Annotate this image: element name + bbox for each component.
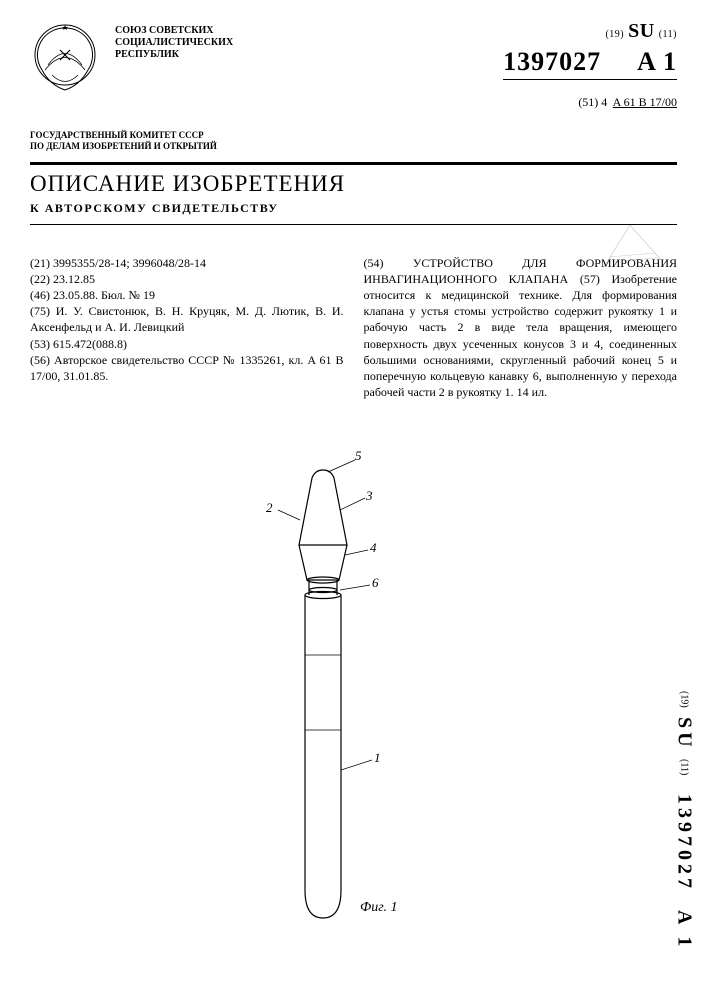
- abstract-57: (57) Изобретение относится к медицинской…: [364, 272, 678, 399]
- spine-number: (19) SU (11) 1397027 A 1: [669, 500, 699, 950]
- doc-subtitle: К АВТОРСКОМУ СВИДЕТЕЛЬСТВУ: [30, 201, 677, 216]
- callout-6: 6: [372, 575, 379, 591]
- biblio-53: (53) 615.472(088.8): [30, 336, 344, 352]
- biblio-56: (56) Авторское свидетельство СССР № 1335…: [30, 352, 344, 384]
- biblio-22: (22) 23.12.85: [30, 271, 344, 287]
- header-row: СОЮЗ СОВЕТСКИХ СОЦИАЛИСТИЧЕСКИХ РЕСПУБЛИ…: [30, 20, 677, 110]
- ipc-class: (51) 4 A 61 B 17/00: [503, 95, 677, 110]
- committee-label: ГОСУДАРСТВЕННЫЙ КОМИТЕТ СССР ПО ДЕЛАМ ИЗ…: [30, 130, 677, 152]
- biblio-75: (75) И. У. Свистонюк, В. Н. Круцяк, М. Д…: [30, 303, 344, 335]
- doc-title: ОПИСАНИЕ ИЗОБРЕТЕНИЯ: [30, 171, 677, 197]
- callout-4: 4: [370, 540, 377, 556]
- biblio-21: (21) 3995355/28-14; 3996048/28-14: [30, 255, 344, 271]
- callout-2: 2: [266, 500, 273, 516]
- publication-number-block: (19) SU (11) 1397027 A 1 (51) 4 A 61 B 1…: [503, 20, 677, 110]
- biblio-46: (46) 23.05.88. Бюл. № 19: [30, 287, 344, 303]
- pub-number: 1397027: [503, 47, 601, 76]
- code-19: (19): [605, 29, 624, 40]
- state-emblem: [30, 20, 100, 100]
- divider-thick: [30, 162, 677, 165]
- figure-1: 5 3 2 4 6 1 Фиг. 1: [200, 450, 450, 970]
- figure-label: Фиг. 1: [360, 900, 398, 916]
- callout-5: 5: [355, 448, 362, 464]
- pub-suffix: A 1: [637, 47, 677, 76]
- left-column: (21) 3995355/28-14; 3996048/28-14 (22) 2…: [30, 255, 344, 401]
- callout-3: 3: [366, 488, 373, 504]
- divider-thin: [30, 224, 677, 225]
- callout-1: 1: [374, 750, 381, 766]
- stamp-mark: [595, 217, 670, 281]
- text-columns: (21) 3995355/28-14; 3996048/28-14 (22) 2…: [30, 255, 677, 401]
- code-su: SU: [628, 20, 655, 42]
- code-11: (11): [659, 29, 677, 40]
- union-label: СОЮЗ СОВЕТСКИХ СОЦИАЛИСТИЧЕСКИХ РЕСПУБЛИ…: [115, 20, 233, 61]
